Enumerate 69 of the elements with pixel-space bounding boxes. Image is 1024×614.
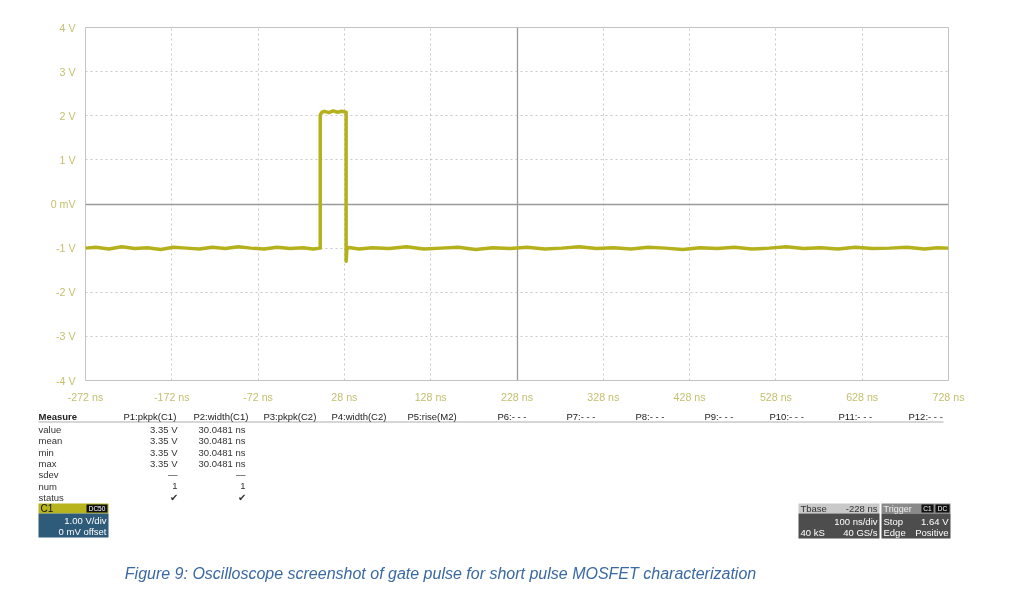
text: 3.35 V: [150, 424, 179, 435]
x-tick-label: 128 ns: [414, 390, 447, 403]
x-tick-label: -272 ns: [67, 390, 104, 403]
y-tick-label: -4 V: [55, 374, 77, 387]
text: Edge: [883, 527, 906, 538]
text: P2:width(C1): [193, 410, 249, 422]
text: P3:pkpk(C2): [263, 410, 317, 422]
text: Tbase: [800, 503, 827, 514]
text: P12:- - -: [908, 410, 943, 422]
text: 1.64 V: [921, 515, 950, 527]
text: 30.0481 ns: [198, 435, 246, 447]
text: ✔: [169, 492, 178, 503]
text: P6:- - -: [497, 410, 527, 422]
y-tick-label: 0 mV: [50, 198, 77, 210]
text: ✔: [237, 492, 246, 503]
y-tick-label: 2 V: [59, 109, 77, 122]
text: 1: [172, 480, 178, 492]
text: C1: [40, 503, 54, 514]
text: value: [38, 424, 62, 435]
text: 3.35 V: [150, 446, 179, 458]
x-tick-label: -72 ns: [243, 390, 273, 403]
text: num: [38, 480, 58, 492]
text: sdev: [38, 469, 59, 481]
text: 1.00 V/div: [64, 514, 107, 526]
text: 0 mV offset: [58, 526, 107, 537]
text: 40 kS: [800, 527, 825, 538]
text: status: [38, 492, 65, 503]
text: min: [38, 446, 54, 458]
text: P9:- - -: [704, 410, 734, 422]
text: —: [236, 469, 246, 481]
text: P4:width(C2): [331, 410, 387, 422]
text: P11:- - -: [838, 410, 873, 422]
text: -228 ns: [845, 503, 878, 514]
y-tick-label: 3 V: [59, 65, 77, 78]
x-tick-label: 728 ns: [932, 390, 965, 403]
text: 40 GS/s: [843, 527, 878, 538]
x-tick-label: 328 ns: [587, 390, 620, 403]
y-tick-label: -3 V: [55, 330, 77, 343]
text: 100 ns/div: [834, 515, 878, 527]
y-tick-label: 4 V: [59, 21, 77, 34]
text: Positive: [915, 527, 949, 538]
text: 1: [240, 480, 246, 492]
text: P1:pkpk(C1): [123, 410, 177, 422]
caption: Figure 9: Oscilloscope screenshot of gate pulse for short pulse MOSFET characterization: [124, 565, 757, 582]
y-tick-label: -1 V: [55, 242, 77, 255]
text: mean: [38, 435, 63, 447]
text: 30.0481 ns: [198, 424, 246, 435]
text: —: [168, 469, 178, 481]
x-tick-label: 28 ns: [331, 390, 358, 403]
text: 3.35 V: [150, 458, 179, 469]
text: Stop: [883, 515, 904, 527]
line-series: [85, 109, 949, 264]
y-tick-label: 1 V: [59, 153, 77, 166]
text: 30.0481 ns: [198, 458, 246, 469]
x-tick-label: 428 ns: [673, 390, 706, 403]
text: Trigger: [883, 503, 912, 514]
x-tick-label: 228 ns: [501, 390, 533, 403]
x-tick-label: 528 ns: [759, 390, 792, 403]
x-tick-label: -172 ns: [154, 390, 190, 403]
text: P7:- - -: [566, 410, 596, 422]
text: 3.35 V: [150, 435, 179, 447]
text: Measure: [38, 410, 78, 422]
text: P5:rise(M2): [407, 410, 457, 422]
y-tick-label: -2 V: [55, 286, 77, 299]
text: max: [38, 458, 57, 469]
text: P10:- - -: [769, 410, 804, 422]
text: 30.0481 ns: [198, 446, 246, 458]
x-tick-label: 628 ns: [846, 390, 879, 403]
text: P8:- - -: [635, 410, 665, 422]
